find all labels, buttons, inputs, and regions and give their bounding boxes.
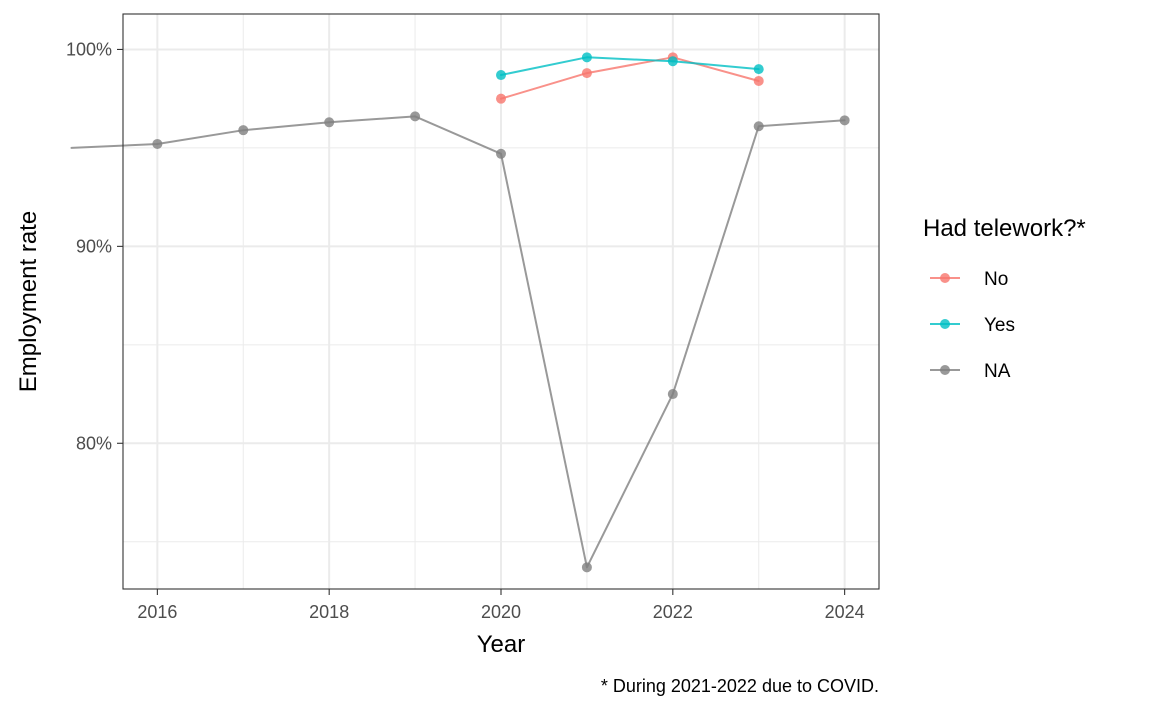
series-yes bbox=[496, 52, 764, 81]
data-point-na bbox=[324, 117, 335, 128]
data-point-yes bbox=[667, 56, 678, 67]
data-point-yes bbox=[753, 64, 764, 75]
y-axis-title: Employment rate bbox=[15, 211, 42, 392]
data-point-na bbox=[496, 148, 506, 159]
chart-caption: * During 2021-2022 due to COVID. bbox=[601, 676, 879, 696]
series-lines bbox=[70, 52, 850, 573]
legend-label-na: NA bbox=[984, 361, 1011, 382]
y-tick-label: 90% bbox=[76, 236, 112, 256]
legend-item-na: NA bbox=[928, 353, 1011, 387]
data-point-no bbox=[581, 68, 592, 79]
data-point-na bbox=[581, 562, 592, 573]
y-tick-label: 100% bbox=[66, 39, 112, 59]
data-point-na bbox=[152, 138, 163, 149]
grid-lines bbox=[123, 14, 879, 589]
series-line-no bbox=[500, 56, 760, 100]
y-tick-label: 80% bbox=[76, 433, 112, 453]
x-axis-title: Year bbox=[477, 631, 526, 658]
legend-item-yes: Yes bbox=[928, 307, 1015, 341]
data-point-no bbox=[496, 93, 506, 104]
legend-item-no: No bbox=[928, 261, 1008, 295]
legend-title: Had telework?* bbox=[923, 215, 1086, 242]
data-point-na bbox=[839, 115, 850, 126]
x-tick-label: 2022 bbox=[653, 602, 693, 622]
legend-label-yes: Yes bbox=[984, 315, 1015, 336]
data-point-na bbox=[410, 111, 421, 122]
series-line-na bbox=[70, 115, 846, 569]
x-tick-label: 2020 bbox=[481, 602, 521, 622]
data-point-yes bbox=[581, 52, 592, 63]
data-point-yes bbox=[496, 70, 506, 81]
axes: 2016 2018 2020 2022 2024 80% 90% 100% bbox=[66, 39, 865, 622]
legend-key-point bbox=[940, 365, 950, 375]
data-point-no bbox=[753, 75, 764, 86]
data-point-na bbox=[753, 121, 764, 132]
legend: Had telework?* No Yes NA bbox=[923, 215, 1086, 387]
x-tick-label: 2018 bbox=[309, 602, 349, 622]
series-line-yes bbox=[500, 56, 760, 76]
legend-key-point bbox=[940, 273, 950, 283]
data-point-na bbox=[238, 125, 249, 136]
series-na bbox=[70, 111, 850, 573]
legend-label-no: No bbox=[984, 269, 1008, 290]
x-tick-label: 2016 bbox=[137, 602, 177, 622]
x-tick-label: 2024 bbox=[825, 602, 865, 622]
legend-key-point bbox=[940, 319, 950, 329]
data-point-na bbox=[667, 389, 678, 400]
